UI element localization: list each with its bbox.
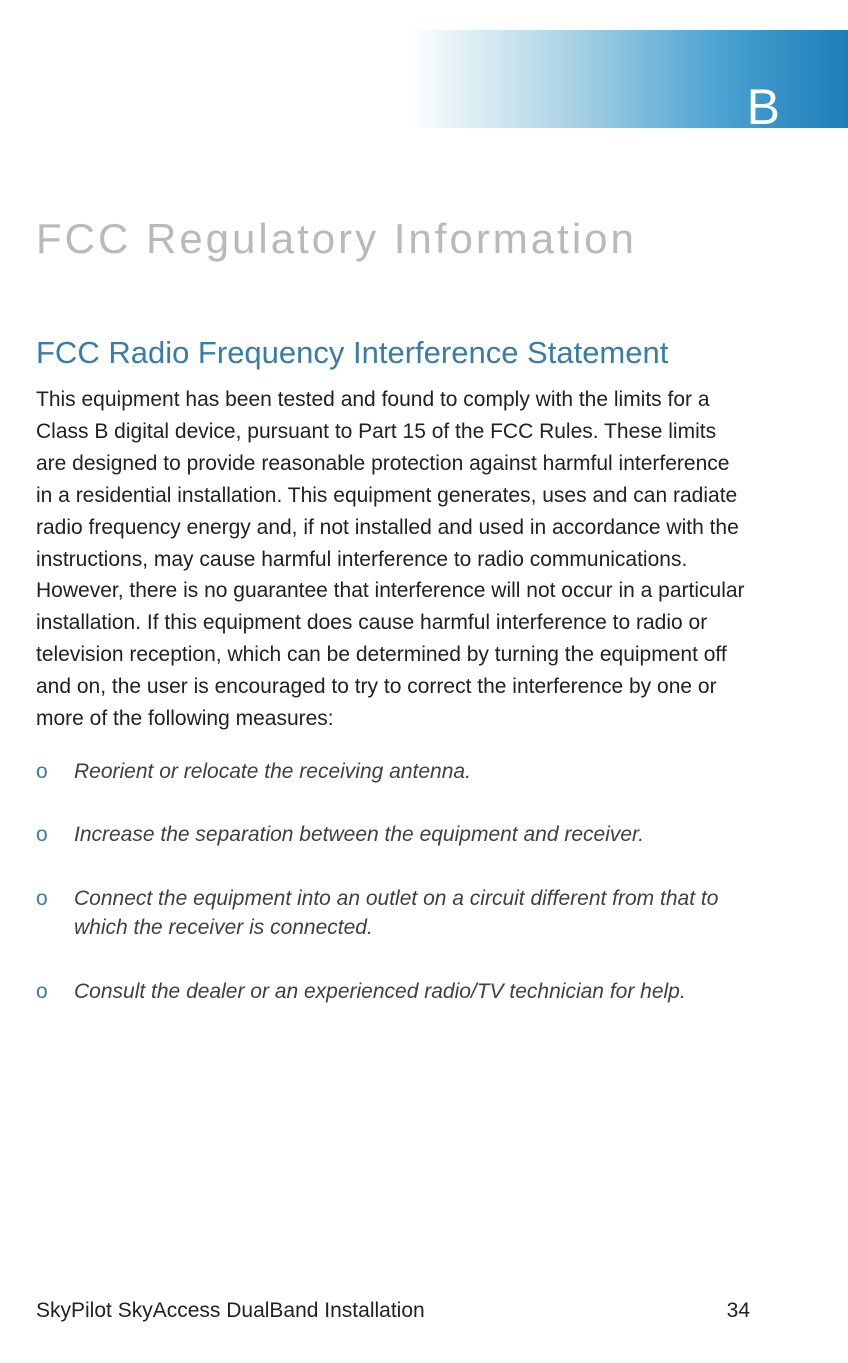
list-item: o Consult the dealer or an experienced r… [36,977,746,1006]
bullet-marker: o [36,884,48,913]
section-title: FCC Radio Frequency Interference Stateme… [36,335,668,371]
bullet-list: o Reorient or relocate the receiving ant… [36,757,746,1040]
list-item: o Connect the equipment into an outlet o… [36,884,746,943]
list-item-text: Increase the separation between the equi… [74,823,644,846]
header-banner: B [0,30,848,128]
bullet-marker: o [36,977,48,1006]
footer-page-number: 34 [727,1299,750,1323]
body-paragraph: This equipment has been tested and found… [36,384,746,735]
list-item-text: Connect the equipment into an outlet on … [74,887,718,939]
footer-doc-title: SkyPilot SkyAccess DualBand Installation [36,1299,425,1323]
list-item: o Reorient or relocate the receiving ant… [36,757,746,786]
list-item-text: Reorient or relocate the receiving anten… [74,760,471,783]
bullet-marker: o [36,820,48,849]
bullet-marker: o [36,757,48,786]
chapter-title: FCC Regulatory Information [36,215,637,263]
list-item-text: Consult the dealer or an experienced rad… [74,980,686,1003]
list-item: o Increase the separation between the eq… [36,820,746,849]
appendix-letter: B [747,78,780,136]
